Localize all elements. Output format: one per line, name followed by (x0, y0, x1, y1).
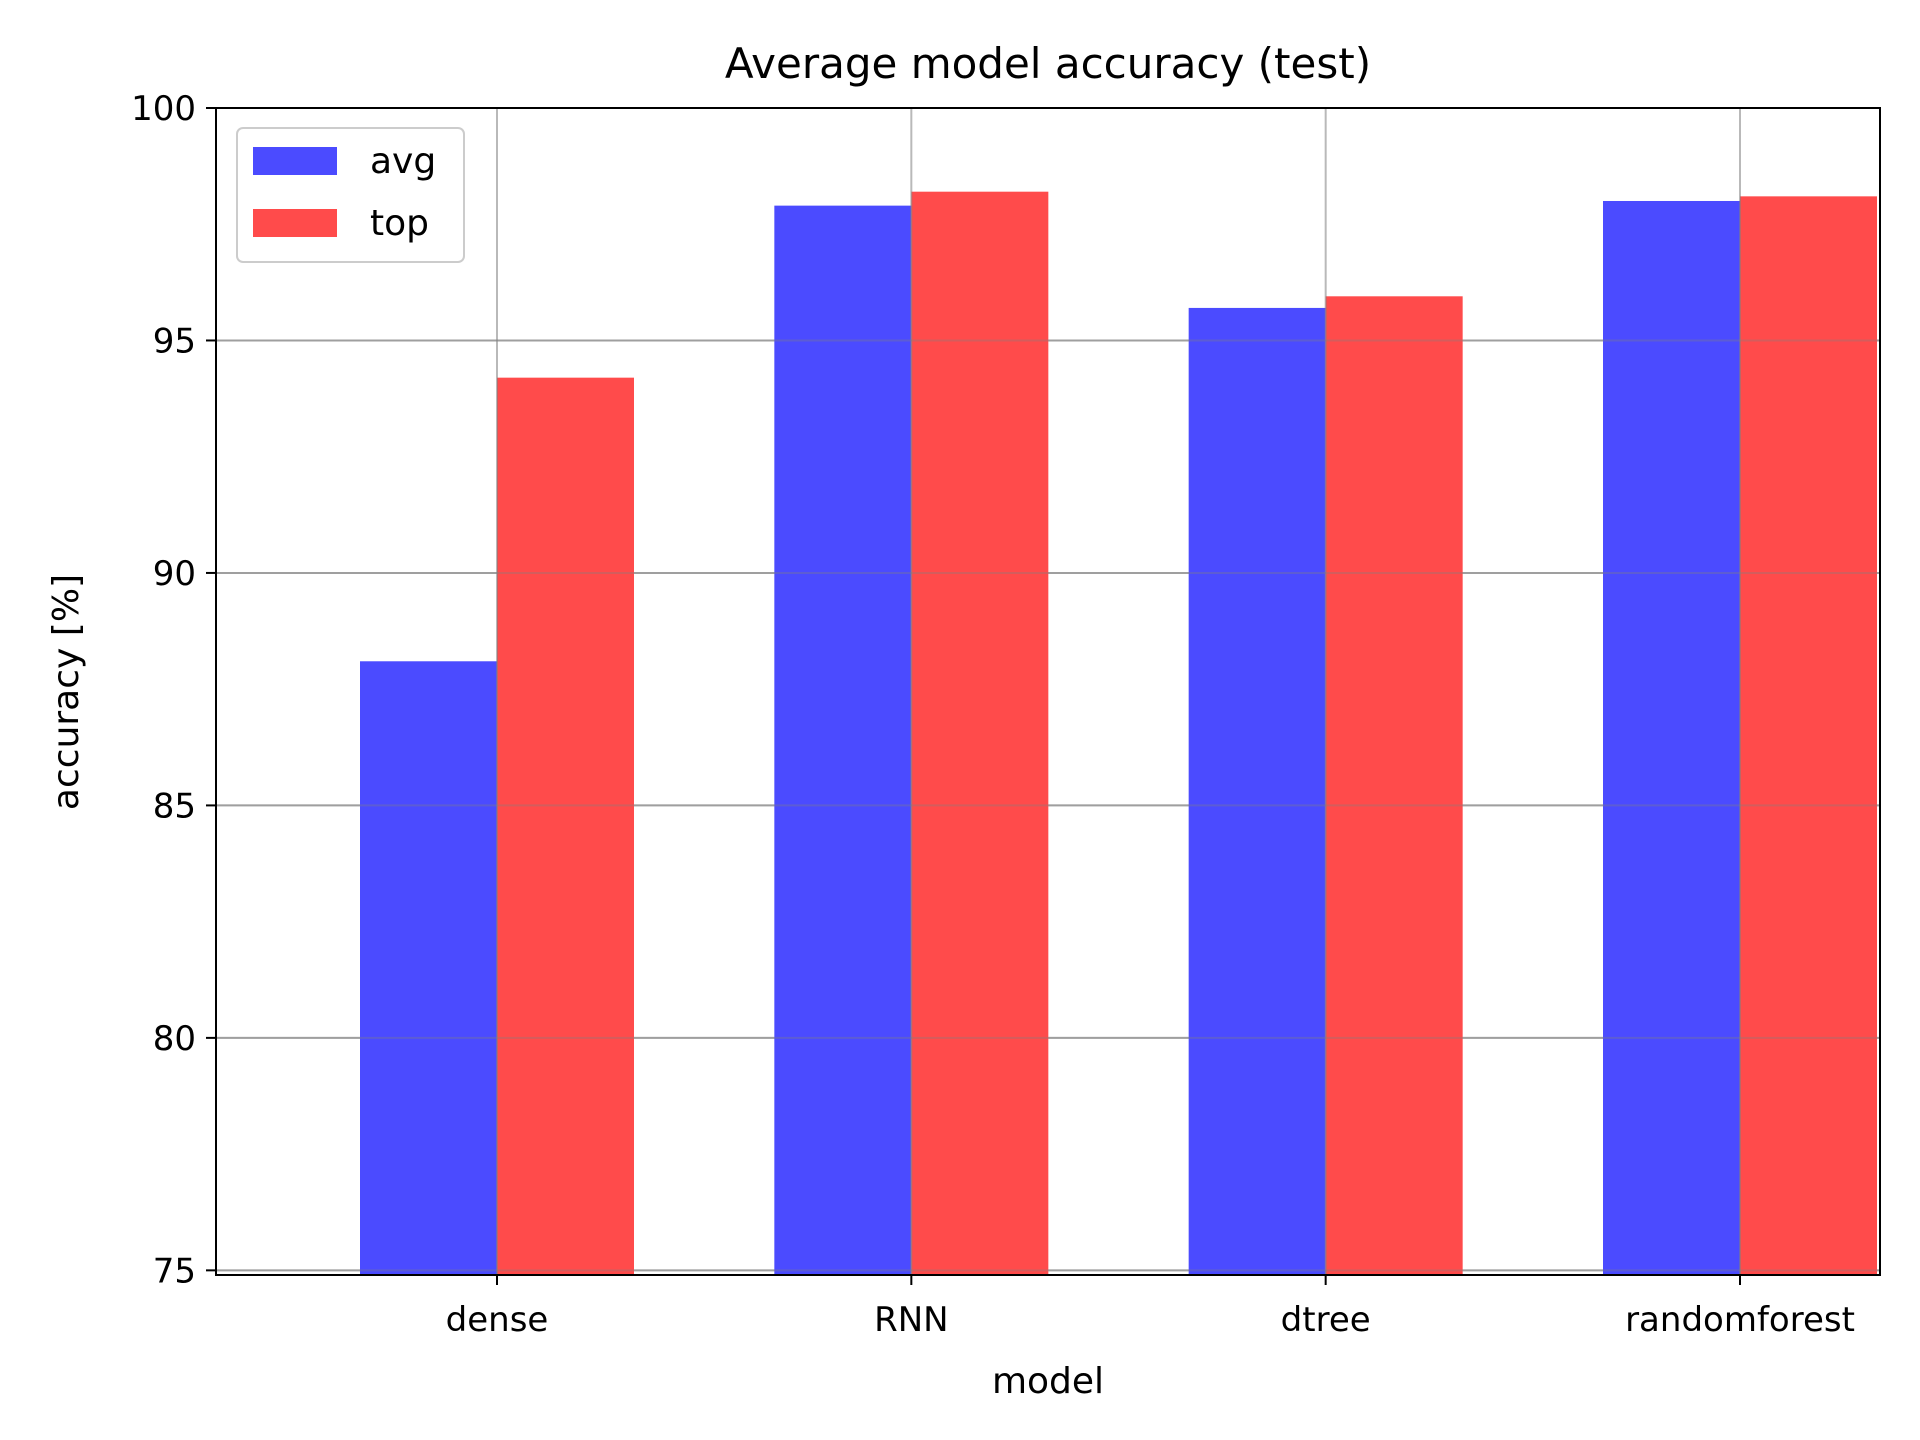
y-axis-ticks: 75 80 85 90 95 100 (131, 89, 216, 1291)
x-tick-label: dense (446, 1300, 549, 1340)
legend-label-top: top (370, 203, 429, 244)
legend-swatch-top (253, 209, 337, 237)
y-tick-label: 80 (153, 1019, 196, 1059)
y-tick-label: 85 (153, 786, 196, 826)
bar-top-randomforest (1740, 196, 1877, 1276)
bars (360, 191, 1877, 1276)
chart-title: Average model accuracy (test) (725, 39, 1371, 88)
bar-avg-RNN (774, 205, 912, 1275)
x-tick-label: randomforest (1625, 1300, 1855, 1340)
y-tick-label: 95 (153, 321, 196, 361)
bar-avg-randomforest (1603, 200, 1740, 1276)
bar-avg-dense (360, 661, 497, 1275)
y-tick-label: 90 (153, 554, 196, 594)
x-axis-ticks: dense RNN dtree randomforest (446, 1275, 1855, 1340)
legend-swatch-avg (253, 147, 337, 175)
x-axis-label: model (992, 1361, 1104, 1402)
bar-avg-dtree (1188, 307, 1326, 1275)
legend: avg top (236, 127, 465, 263)
legend-label-avg: avg (370, 141, 436, 182)
y-axis-label: accuracy [%] (46, 574, 87, 810)
y-tick-label: 75 (153, 1251, 196, 1291)
bar-top-dense (497, 377, 634, 1275)
x-tick-label: dtree (1281, 1300, 1371, 1340)
x-tick-label: RNN (874, 1300, 949, 1340)
plot-frame (215, 107, 1881, 1276)
bar-top-dtree (1325, 296, 1463, 1276)
bar-top-RNN (911, 191, 1049, 1276)
y-tick-label: 100 (131, 89, 196, 129)
